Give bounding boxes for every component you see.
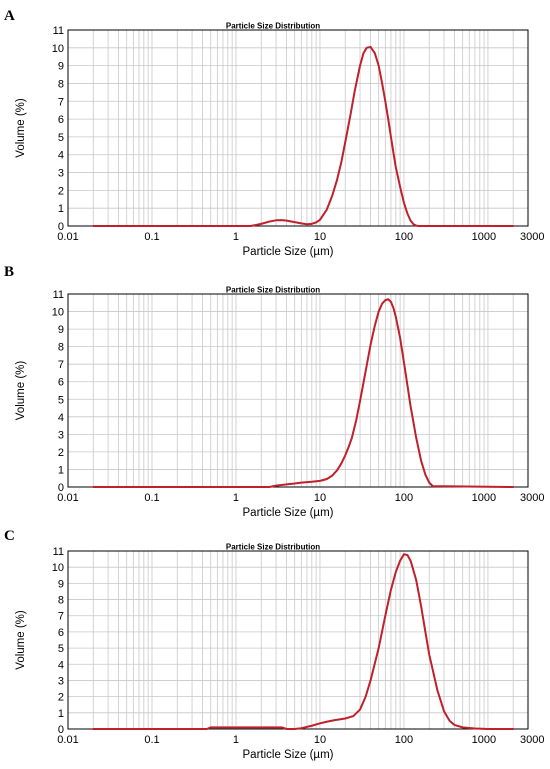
x-tick-label: 100 (395, 231, 413, 243)
y-tick-label: 11 (53, 289, 64, 301)
vertical-gridlines (92, 551, 514, 729)
y-tick-label: 4 (58, 412, 64, 424)
x-tick-label: 10 (314, 492, 326, 504)
x-tick-label: 0.1 (144, 492, 159, 504)
panel-label: B (4, 264, 14, 280)
series-line (92, 553, 515, 730)
y-tick-label: 10 (52, 562, 64, 574)
y-tick-label: 0 (58, 724, 64, 736)
vertical-gridlines (92, 30, 514, 226)
y-tick-label: 6 (58, 114, 64, 126)
y-tick-label: 1 (58, 464, 64, 476)
chart-title: Particle Size Distribution (226, 543, 320, 552)
y-tick-label: 7 (58, 359, 64, 371)
plot-frame (67, 550, 529, 730)
chart-panel-b: B Particle Size Distribution 0 1 2 3 4 5 6 7 8 9 10 1… (4, 264, 544, 519)
y-tick-label: 2 (58, 185, 64, 197)
chart-panel-a: A Particle Size Distribution 0 1 2 3 4 5 6 7 8 9 10 1… (4, 8, 544, 258)
series-line (92, 45, 515, 227)
x-tick-label: 1 (233, 492, 239, 504)
y-tick-label: 9 (58, 324, 64, 336)
y-tick-label: 6 (58, 377, 64, 389)
y-tick-label: 4 (58, 150, 64, 162)
x-tick-label: 1 (233, 231, 239, 243)
y-tick-label: 10 (52, 307, 64, 319)
y-tick-label: 6 (58, 627, 64, 639)
x-tick-label: 1000 (472, 734, 496, 746)
y-tick-label: 3 (58, 168, 64, 180)
x-tick-label: 3000 (520, 231, 544, 243)
chart-title: Particle Size Distribution (226, 286, 320, 295)
y-tick-label: 2 (58, 447, 64, 459)
horizontal-gridlines (68, 47, 528, 209)
x-tick-label: 0.1 (144, 734, 159, 746)
y-tick-label: 8 (58, 78, 64, 90)
horizontal-gridlines (68, 311, 528, 470)
x-axis-label: Particle Size (µm) (243, 246, 334, 258)
y-tick-label: 0 (58, 221, 64, 233)
chart-title: Particle Size Distribution (226, 22, 320, 31)
y-tick-label: 7 (58, 96, 64, 108)
x-tick-label: 1000 (472, 492, 496, 504)
y-tick-label: 8 (58, 595, 64, 607)
x-axis-label: Particle Size (µm) (243, 507, 334, 519)
y-tick-label: 8 (58, 342, 64, 354)
horizontal-gridlines (68, 566, 528, 714)
x-tick-label: 0.1 (144, 231, 159, 243)
y-tick-label: 11 (53, 546, 64, 558)
y-axis-label: Volume (%) (15, 98, 27, 158)
x-tick-label: 0.01 (57, 231, 78, 243)
y-tick-label: 9 (58, 578, 64, 590)
x-tick-label: 0.01 (57, 492, 78, 504)
chart-panel-c: C Particle Size Distribution 0 1 2 3 4 5 6 7 8 9 10 1… (4, 528, 544, 761)
plot-frame (67, 293, 529, 488)
x-tick-label: 1000 (472, 231, 496, 243)
y-tick-label: 1 (58, 203, 64, 215)
y-axis-label: Volume (%) (15, 610, 27, 670)
y-tick-label: 0 (58, 482, 64, 494)
y-tick-label: 4 (58, 659, 64, 671)
y-tick-label: 3 (58, 429, 64, 441)
y-tick-label: 5 (58, 132, 64, 144)
plot-frame (67, 29, 529, 227)
x-tick-label: 10 (314, 231, 326, 243)
panel-label: A (4, 8, 15, 24)
y-tick-label: 1 (58, 708, 64, 720)
panel-label: C (4, 528, 15, 544)
y-tick-label: 5 (58, 643, 64, 655)
x-tick-label: 100 (395, 734, 413, 746)
x-tick-label: 10 (314, 734, 326, 746)
x-axis-label: Particle Size (µm) (243, 749, 334, 761)
x-tick-label: 3000 (520, 492, 544, 504)
y-tick-label: 11 (53, 25, 64, 37)
vertical-gridlines (92, 294, 514, 487)
y-tick-label: 10 (52, 43, 64, 55)
x-tick-label: 100 (395, 492, 413, 504)
y-tick-label: 2 (58, 692, 64, 704)
series-line (92, 298, 515, 488)
y-tick-label: 5 (58, 394, 64, 406)
y-tick-label: 9 (58, 61, 64, 73)
y-tick-label: 3 (58, 675, 64, 687)
x-tick-label: 3000 (520, 734, 544, 746)
x-tick-label: 0.01 (57, 734, 78, 746)
x-tick-label: 1 (233, 734, 239, 746)
y-tick-label: 7 (58, 611, 64, 623)
y-axis-label: Volume (%) (15, 361, 27, 421)
